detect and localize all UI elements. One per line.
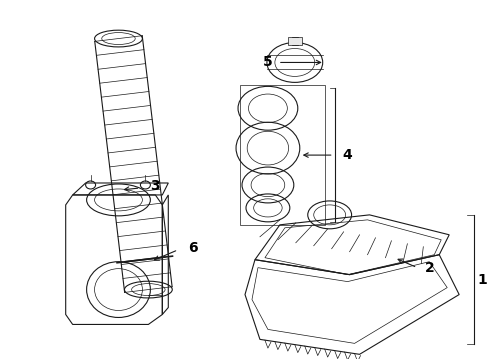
Bar xyxy=(240,85,325,225)
Text: 6: 6 xyxy=(188,241,198,255)
Text: 3: 3 xyxy=(150,179,160,193)
Bar xyxy=(288,37,302,45)
Text: 1: 1 xyxy=(477,273,487,287)
Text: 2: 2 xyxy=(424,261,434,275)
Text: 5: 5 xyxy=(263,55,273,69)
Text: 4: 4 xyxy=(343,148,352,162)
